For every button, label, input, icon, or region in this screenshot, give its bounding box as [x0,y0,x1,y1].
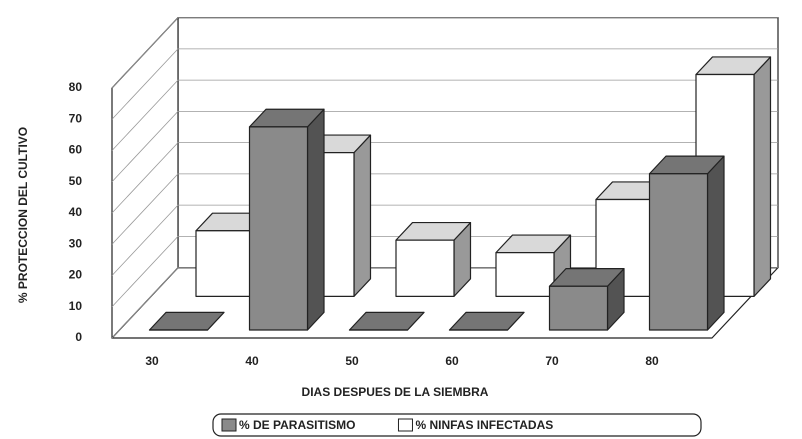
bar [495,252,555,297]
x-tick-label: 30 [145,354,159,368]
grid-line [111,173,778,245]
x-tick-label: 80 [645,354,659,368]
y-tick-label: 0 [75,330,82,344]
grid-line [111,79,778,151]
bar [248,126,309,331]
x-tick-label: 60 [445,354,459,368]
grid-line [111,17,778,89]
legend-label: % NINFAS INFECTADAS [415,418,553,432]
x-tick-label: 40 [245,354,259,368]
y-tick-label: 20 [69,268,83,282]
y-tick-label: 60 [69,143,83,157]
x-tick-label: 50 [345,354,359,368]
bar [395,239,455,297]
y-axis-title: % PROTECCION DEL CULTIVO [16,127,30,303]
y-tick-label: 80 [69,80,83,94]
bar [548,285,609,331]
grid-line [111,235,778,308]
legend-box [212,413,702,437]
y-tick-label: 40 [69,205,83,219]
bar-side [353,134,372,297]
y-tick-label: 10 [69,299,83,313]
y-tick-label: 70 [69,111,83,125]
legend-swatch [221,418,237,432]
y-tick-label: 50 [69,174,83,188]
grid-line [111,48,778,120]
grid-line [111,267,778,339]
bar [648,173,709,331]
bar-side [306,108,325,331]
grid-line [111,142,778,214]
legend-label: % DE PARASITISMO [239,418,355,432]
grid-line [111,204,778,276]
y-tick-label: 30 [69,236,83,250]
legend-swatch [397,418,413,432]
bar-side [753,56,772,297]
bar [195,230,255,297]
bar-side [706,155,725,331]
x-axis-title: DIAS DESPUES DE LA SIEMBRA [302,385,489,399]
x-tick-label: 70 [545,354,559,368]
grid-line [111,110,778,183]
